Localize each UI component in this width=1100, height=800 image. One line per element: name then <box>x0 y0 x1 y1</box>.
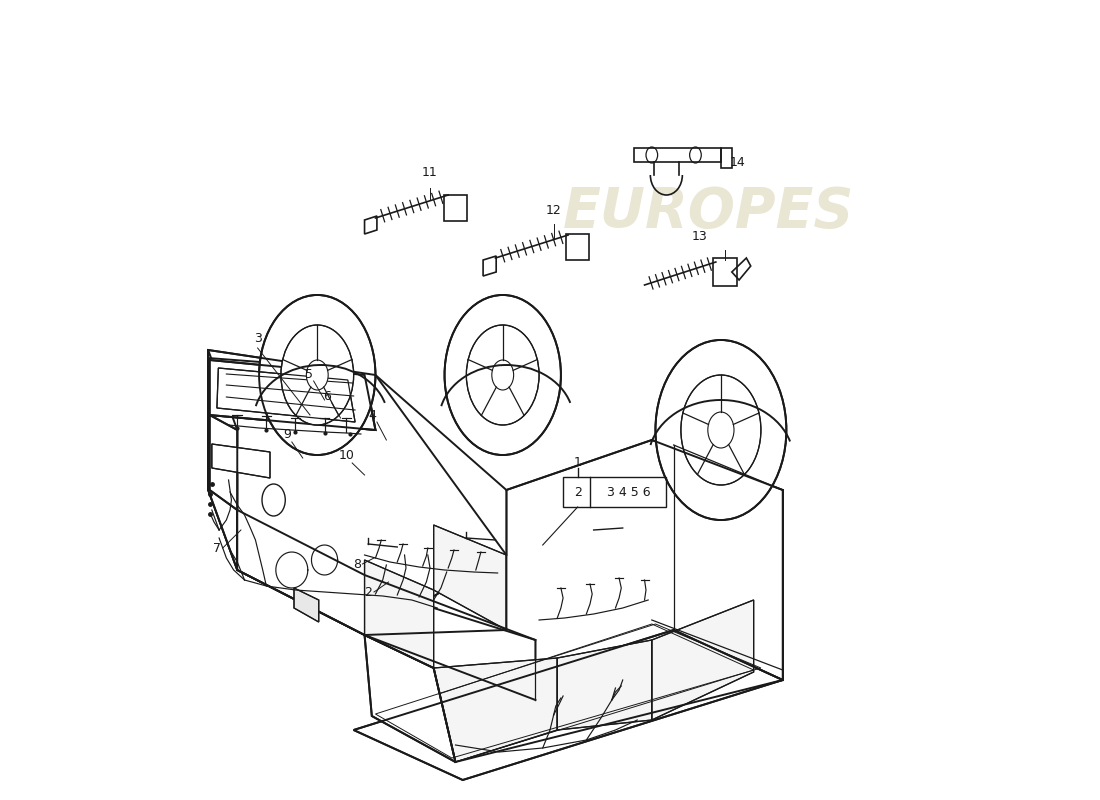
Text: 3: 3 <box>254 331 262 345</box>
Text: 6: 6 <box>323 390 331 402</box>
Text: EUROPES: EUROPES <box>562 185 854 239</box>
Ellipse shape <box>656 340 786 520</box>
Ellipse shape <box>280 325 353 425</box>
Polygon shape <box>353 630 783 780</box>
Polygon shape <box>212 444 270 478</box>
Text: 13: 13 <box>691 230 707 242</box>
Text: 10: 10 <box>339 450 354 462</box>
Text: 11: 11 <box>422 166 438 178</box>
Text: 9: 9 <box>283 429 290 442</box>
Text: 12: 12 <box>546 203 561 217</box>
Polygon shape <box>433 525 506 630</box>
Ellipse shape <box>444 295 561 455</box>
Polygon shape <box>208 358 375 430</box>
Ellipse shape <box>262 484 285 516</box>
Polygon shape <box>652 600 754 720</box>
Polygon shape <box>238 510 536 700</box>
Polygon shape <box>364 440 783 762</box>
Text: 2: 2 <box>364 586 372 598</box>
Ellipse shape <box>307 360 328 390</box>
Text: 1: 1 <box>574 455 582 469</box>
Text: 7: 7 <box>213 542 221 554</box>
Polygon shape <box>558 640 652 730</box>
Text: 3 4 5 6: 3 4 5 6 <box>607 486 650 498</box>
Text: 4: 4 <box>367 409 376 422</box>
Ellipse shape <box>492 360 514 390</box>
Polygon shape <box>208 350 238 570</box>
Text: a passion for parts since 1985: a passion for parts since 1985 <box>510 615 782 633</box>
Polygon shape <box>364 635 455 762</box>
Text: 2: 2 <box>574 486 582 498</box>
Text: 8: 8 <box>353 558 361 570</box>
Polygon shape <box>217 368 355 422</box>
Polygon shape <box>433 658 558 762</box>
Ellipse shape <box>466 325 539 425</box>
Text: 14: 14 <box>729 155 746 169</box>
Polygon shape <box>210 415 238 510</box>
Ellipse shape <box>260 295 375 455</box>
Ellipse shape <box>707 412 734 448</box>
Polygon shape <box>210 360 375 430</box>
Polygon shape <box>364 560 433 668</box>
Text: 5: 5 <box>305 367 312 381</box>
Ellipse shape <box>681 375 761 485</box>
Polygon shape <box>294 588 319 622</box>
Polygon shape <box>208 350 506 635</box>
